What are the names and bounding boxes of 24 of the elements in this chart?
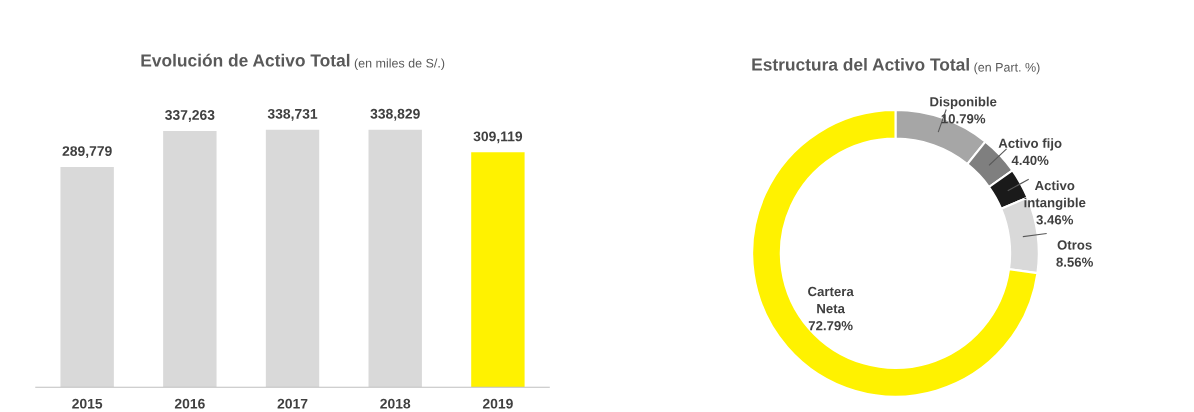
x-tick-label: 2016 <box>174 398 205 409</box>
x-tick-label: 2019 <box>482 398 513 409</box>
chart-subtitle: (en Part. %) <box>974 62 1040 75</box>
x-tick-label: 2015 <box>72 398 103 409</box>
data-label: 72.79% <box>808 321 853 331</box>
data-label: 4.40% <box>1011 155 1049 166</box>
slice-label: Cartera Neta <box>808 286 854 314</box>
data-label: 289,779 <box>62 146 112 158</box>
chart-subtitle: (en miles de S/.) <box>354 58 445 71</box>
chart-title: Evolución de Activo Total <box>141 53 350 67</box>
slice-label: Activo intangible <box>1024 180 1086 210</box>
slice-label: Disponible <box>930 96 997 109</box>
x-tick-label: 2018 <box>380 398 411 409</box>
data-label: 338,829 <box>370 108 420 121</box>
chart-title: Estructura del Activo Total <box>752 57 969 71</box>
data-label: 337,263 <box>165 110 215 122</box>
data-label: 309,119 <box>473 131 523 144</box>
data-label: 8.56% <box>1056 257 1093 267</box>
slice-label: Activo fijo <box>998 138 1062 151</box>
data-label: 10.79% <box>941 114 986 124</box>
slice-label: Otros <box>1057 240 1092 250</box>
x-tick-label: 2017 <box>277 398 308 409</box>
data-label: 338,731 <box>267 108 318 121</box>
data-label: 3.46% <box>1036 215 1074 225</box>
